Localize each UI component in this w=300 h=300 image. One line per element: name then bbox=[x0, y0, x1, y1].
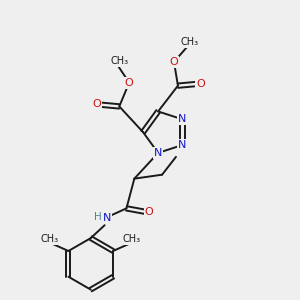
Text: CH₃: CH₃ bbox=[181, 37, 199, 47]
Text: H: H bbox=[94, 212, 102, 222]
Text: N: N bbox=[178, 140, 187, 150]
Text: N: N bbox=[178, 114, 187, 124]
Text: O: O bbox=[169, 57, 178, 67]
Text: N: N bbox=[154, 148, 162, 158]
Text: O: O bbox=[125, 78, 134, 88]
Text: CH₃: CH₃ bbox=[110, 56, 128, 66]
Text: O: O bbox=[196, 79, 205, 89]
Text: CH₃: CH₃ bbox=[123, 234, 141, 244]
Text: CH₃: CH₃ bbox=[40, 234, 59, 244]
Text: N: N bbox=[102, 213, 111, 223]
Text: O: O bbox=[92, 99, 101, 110]
Text: O: O bbox=[145, 207, 154, 217]
